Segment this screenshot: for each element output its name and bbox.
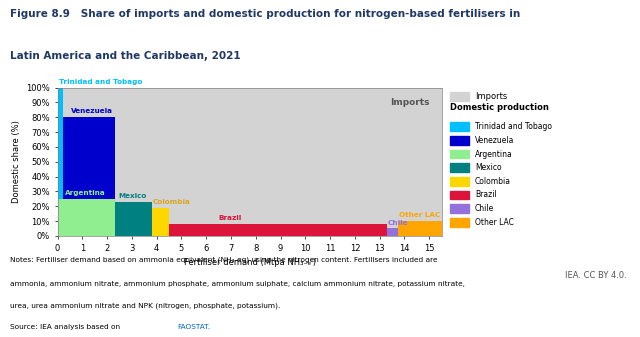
Text: Latin America and the Caribbean, 2021: Latin America and the Caribbean, 2021 (10, 51, 240, 61)
Bar (450, 136, 469, 145)
Bar (387, 228, 398, 236)
Text: Brazil: Brazil (475, 190, 497, 200)
Text: Venezuela: Venezuela (475, 136, 515, 145)
Text: Other LAC: Other LAC (399, 212, 440, 218)
Text: Trinidad and Tobago: Trinidad and Tobago (59, 79, 142, 85)
Bar (450, 204, 469, 213)
Bar (169, 224, 387, 236)
Text: IEA. CC BY 4.0.: IEA. CC BY 4.0. (566, 271, 627, 280)
Text: Mexico: Mexico (475, 163, 502, 172)
Text: Colombia: Colombia (475, 177, 511, 186)
Text: Mexico: Mexico (118, 193, 147, 199)
Text: Brazil: Brazil (219, 215, 242, 221)
Bar (115, 202, 152, 236)
Text: Chile: Chile (475, 204, 494, 213)
Text: urea, urea ammonium nitrate and NPK (nitrogen, phosphate, potassium).: urea, urea ammonium nitrate and NPK (nit… (10, 302, 280, 309)
Bar (450, 177, 469, 186)
Y-axis label: Domestic share (%): Domestic share (%) (12, 120, 20, 203)
Text: Trinidad and Tobago: Trinidad and Tobago (475, 122, 552, 131)
Bar (450, 150, 469, 158)
X-axis label: Fertiliser demand (Mtpa NH₃₋ₑⁱ): Fertiliser demand (Mtpa NH₃₋ₑⁱ) (184, 258, 316, 267)
Bar (152, 208, 169, 236)
Text: Figure 8.9   Share of imports and domestic production for nitrogen-based fertili: Figure 8.9 Share of imports and domestic… (10, 9, 520, 19)
Text: Other LAC: Other LAC (475, 218, 514, 227)
Bar (58, 199, 115, 236)
Text: Domestic production: Domestic production (450, 103, 548, 112)
Bar (63, 117, 115, 236)
Bar (450, 122, 469, 131)
Text: Imports: Imports (475, 92, 507, 101)
Text: Imports: Imports (390, 98, 429, 107)
Text: Argentina: Argentina (475, 150, 513, 158)
Text: Venezuela: Venezuela (71, 108, 113, 114)
Text: FAOSTAT.: FAOSTAT. (177, 324, 211, 330)
Text: Argentina: Argentina (65, 190, 106, 196)
Bar (398, 221, 442, 236)
Bar (450, 218, 469, 226)
Text: Source: IEA analysis based on: Source: IEA analysis based on (10, 324, 122, 330)
Bar (450, 191, 469, 199)
Text: ammonia, ammonium nitrate, ammonium phosphate, ammonium sulphate, calcium ammoni: ammonia, ammonium nitrate, ammonium phos… (10, 281, 465, 286)
Bar (450, 163, 469, 172)
Text: Colombia: Colombia (152, 199, 190, 205)
Text: Notes: Fertiliser demand based on ammonia equivalent (NH₃-eq) using the nitrogen: Notes: Fertiliser demand based on ammoni… (10, 257, 437, 264)
Bar (58, 88, 63, 236)
Text: Chile: Chile (388, 219, 408, 225)
Bar (450, 92, 469, 101)
